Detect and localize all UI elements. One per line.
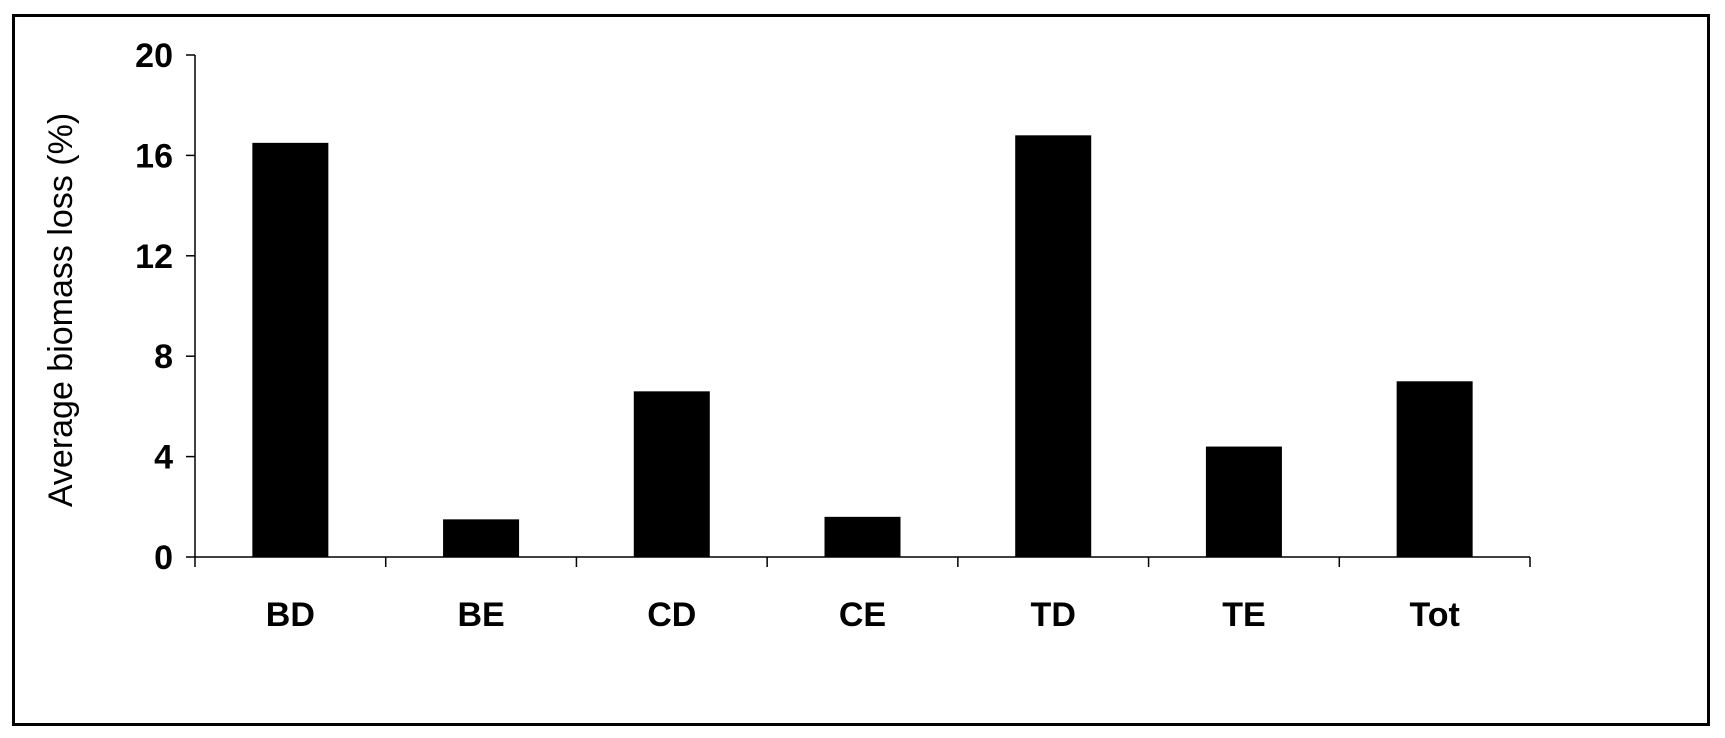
bar-ce [824,516,901,557]
x-tick-label: TE [1222,596,1265,634]
bar-te [1205,446,1282,557]
y-axis-title: Average biomass loss (%) [42,113,80,507]
x-tick-label: CE [839,596,886,634]
y-tick-label: 20 [135,37,173,75]
y-tick-labels: 0 4 8 12 16 20 [135,37,173,577]
x-axis [194,556,1531,567]
x-tick-labels: BD BE CD CE TD TE Tot [266,596,1460,634]
x-tick-label: CD [647,596,696,634]
bar-be [443,519,520,557]
bar-td [1015,135,1092,557]
y-tick-label: 4 [154,439,173,477]
x-tick-label: TD [1031,596,1076,634]
y-tick-label: 16 [135,137,173,175]
bars [252,135,1473,557]
x-tick-label: BD [266,596,315,634]
bar-bd [252,142,329,557]
y-axis [186,54,196,558]
bar-tot [1396,381,1473,557]
x-tick-label: Tot [1409,596,1459,634]
bar-cd [633,391,710,557]
y-tick-label: 0 [154,539,173,577]
x-tick-label: BE [457,596,504,634]
y-tick-label: 12 [135,238,173,276]
y-tick-label: 8 [154,338,173,376]
